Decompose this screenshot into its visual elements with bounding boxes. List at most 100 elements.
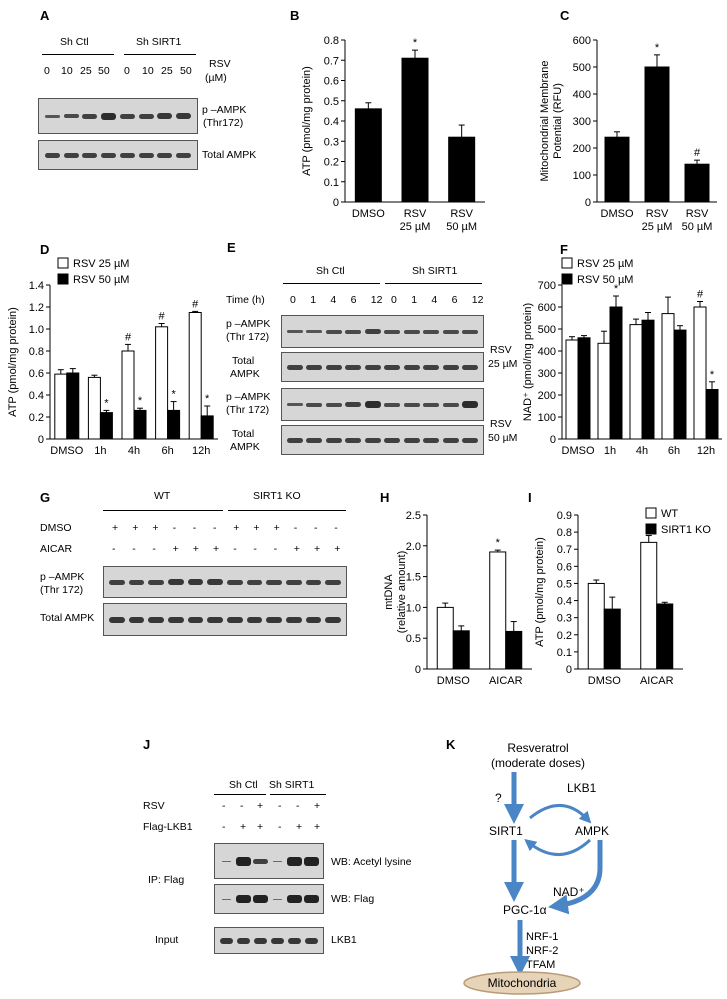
y-tick-label: 0.4 <box>29 390 44 402</box>
y-axis-label: ATP (pmol/mg protein) <box>534 537 546 647</box>
y-tick-label: 0.8 <box>557 527 572 539</box>
sign: + <box>293 543 300 555</box>
group-line <box>124 54 196 55</box>
y-tick-label: 300 <box>538 368 556 380</box>
sign: + <box>253 522 260 534</box>
blot-lkb1 <box>214 927 324 954</box>
band <box>101 152 117 158</box>
bar <box>597 342 611 440</box>
panel-c-label: C <box>560 8 570 23</box>
significance-mark: # <box>159 311 166 323</box>
x-tick-label: 4h <box>636 445 648 457</box>
row-label: AMPK <box>230 441 260 453</box>
band <box>442 437 459 443</box>
band <box>364 364 381 370</box>
bar <box>609 306 623 440</box>
arrow-ampk-pgc <box>548 840 603 915</box>
x-tick-label: DMSO <box>588 675 621 687</box>
y-tick-label: 0 <box>585 197 591 209</box>
wb-label: WB: Acetyl lysine <box>331 856 412 868</box>
chart-h: mtDNA (relative amount) 0 0.5 1.0 1.5 2.0 2.5 DM… <box>383 510 532 687</box>
band <box>119 113 135 119</box>
band <box>138 113 154 119</box>
band <box>442 364 459 370</box>
sign: - <box>172 522 177 534</box>
significance-mark: * <box>413 37 418 49</box>
bar <box>87 376 101 440</box>
row-label: (Thr 172) <box>226 331 270 343</box>
x-tick-label: 1h <box>94 445 106 457</box>
significance-mark: * <box>496 537 501 549</box>
band <box>266 579 283 585</box>
group-label: SIRT1 KO <box>253 490 301 502</box>
bar <box>167 409 181 440</box>
sign: - <box>273 543 278 555</box>
band <box>442 329 459 334</box>
bar <box>603 608 621 670</box>
x-tick-label: 12h <box>697 445 715 457</box>
band <box>236 937 251 944</box>
band <box>423 437 440 443</box>
y-tick-label: 0.8 <box>324 35 339 47</box>
bar <box>705 389 719 440</box>
panel-k-label: K <box>446 737 456 752</box>
band <box>119 152 135 158</box>
sign: - <box>132 543 136 555</box>
y-tick-label: 0.5 <box>557 578 572 590</box>
bar <box>673 329 687 440</box>
time-label: Time (h) <box>226 294 265 306</box>
sign: + <box>112 522 119 534</box>
band <box>325 579 342 585</box>
band <box>306 437 323 443</box>
node-pgc: PGC-1α <box>503 903 547 917</box>
x-tick-label: 4h <box>128 445 140 457</box>
row-name: Flag-LKB1 <box>143 821 193 833</box>
y-tick-label: 0 <box>333 197 339 209</box>
band <box>287 856 302 866</box>
group-line <box>214 794 266 795</box>
node-mitochondria: Mitochondria <box>488 976 557 990</box>
sign: - <box>253 543 257 555</box>
band <box>306 402 323 407</box>
bar <box>604 136 630 203</box>
band <box>403 364 420 370</box>
time-label: 1 <box>411 294 418 306</box>
side-label: 50 µM <box>488 432 518 444</box>
group-line <box>228 510 346 511</box>
y-tick-label: 1.2 <box>29 302 44 314</box>
sign: + <box>152 522 159 534</box>
row-label: Total <box>232 428 255 440</box>
significance-mark: * <box>710 369 715 381</box>
time-label: 12 <box>471 294 484 306</box>
y-tick-label: 1.5 <box>406 572 421 584</box>
significance-mark: * <box>104 397 109 409</box>
band <box>246 616 263 623</box>
sign: - <box>213 522 217 534</box>
band <box>384 437 401 443</box>
x-tick-label: 25 µM <box>642 221 673 233</box>
bar <box>565 339 579 440</box>
bar <box>656 603 674 670</box>
band <box>306 364 323 370</box>
node-sirt1: SIRT1 <box>489 824 523 838</box>
x-tick-label: 6h <box>161 445 173 457</box>
band <box>63 114 79 118</box>
time-label: 6 <box>451 294 458 306</box>
band <box>462 401 479 408</box>
dose-label: 50 <box>180 65 192 77</box>
y-tick-label: 200 <box>573 143 591 155</box>
sign: - <box>112 543 116 555</box>
band <box>128 579 145 585</box>
band <box>286 437 303 443</box>
y-tick-label: 0.7 <box>557 544 572 556</box>
sign: - <box>293 522 298 534</box>
band <box>270 937 285 944</box>
band <box>345 329 362 334</box>
band <box>345 364 362 370</box>
bar <box>661 313 675 440</box>
y-tick-label: 0.6 <box>557 561 572 573</box>
x-tick-label: 6h <box>668 445 680 457</box>
sign: + <box>296 821 303 833</box>
band <box>286 330 303 333</box>
y-tick-label: 500 <box>573 62 591 74</box>
